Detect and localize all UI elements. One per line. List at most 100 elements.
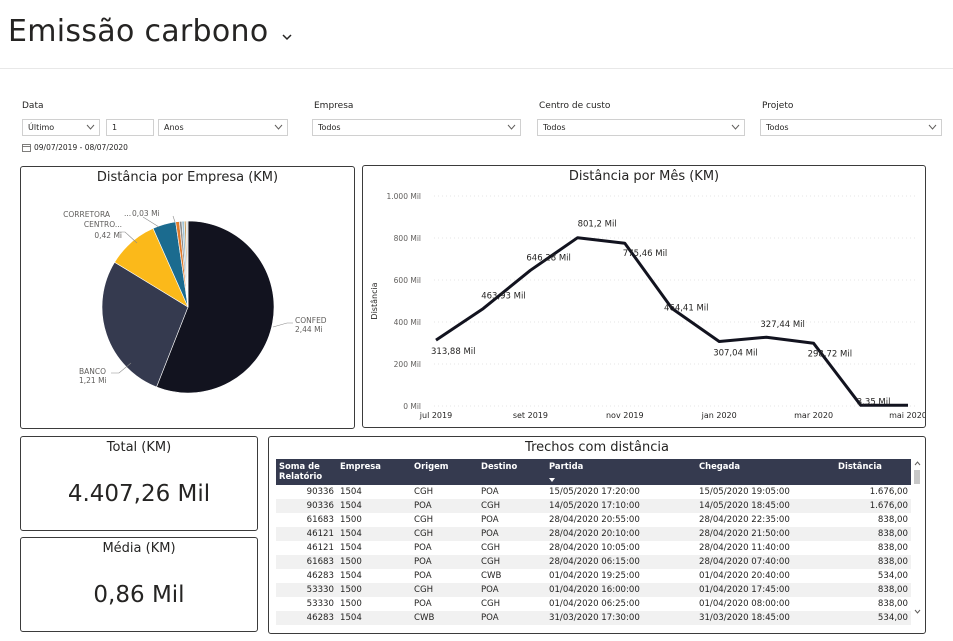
- table-cell: 838,00: [877, 543, 908, 553]
- title-chevron-down-icon[interactable]: [282, 33, 292, 41]
- filter-data-unit-value: Anos: [164, 123, 184, 132]
- table-cell: 01/04/2020 16:00:00: [546, 583, 696, 597]
- filter-projeto-select[interactable]: Todos: [760, 119, 942, 136]
- table-row[interactable]: 61683 1500 POA CGH 28/04/2020 06:15:00 28/04/…: [276, 555, 911, 569]
- table-row[interactable]: 46283 1504 CWB POA 31/03/2020 17:30:00 31/03/…: [276, 611, 911, 625]
- leader-line: [119, 231, 138, 244]
- pie-label-banco: BANCO: [79, 367, 106, 376]
- x-tick-label: jan 2020: [701, 411, 737, 420]
- pie-value-other: 0,03 Mi: [132, 209, 160, 218]
- table-cell: POA: [411, 555, 478, 569]
- table-cell: 90336: [276, 499, 337, 513]
- table-row[interactable]: 61683 1500 CGH POA 28/04/2020 20:55:00 28/04/…: [276, 513, 911, 527]
- column-header-chegada[interactable]: Chegada: [696, 459, 835, 485]
- table-cell: 1504: [340, 571, 362, 581]
- table-cell: POA: [414, 599, 432, 609]
- table-cell: 1504: [337, 499, 411, 513]
- table-cell: 28/04/2020 07:40:00: [696, 555, 835, 569]
- filter-data-unit-select[interactable]: Anos: [158, 119, 288, 136]
- table-cell: 14/05/2020 17:10:00: [546, 499, 696, 513]
- x-tick-label: set 2019: [513, 411, 548, 420]
- table-cell: POA: [411, 499, 478, 513]
- column-header-destino[interactable]: Destino: [478, 459, 546, 485]
- chevron-down-icon: [731, 124, 740, 130]
- filter-data-amount-input[interactable]: 1: [106, 119, 154, 136]
- data-label: 298,72 Mil: [808, 349, 853, 359]
- pie-value-banco: 1,21 Mi: [79, 376, 107, 385]
- chevron-down-icon: [928, 124, 937, 130]
- y-axis-title: Distância: [370, 282, 379, 319]
- pie-slice-other-8[interactable]: [185, 220, 189, 308]
- filter-empresa-label: Empresa: [314, 101, 354, 111]
- scroll-thumb[interactable]: [914, 470, 920, 484]
- calendar-icon[interactable]: [22, 143, 31, 152]
- table-cell: POA: [481, 487, 499, 497]
- table-cell: CGH: [478, 555, 546, 569]
- filter-centro-label: Centro de custo: [539, 101, 611, 111]
- table-wrapper: Soma de Relatório Empresa Origem Destino…: [276, 459, 911, 625]
- data-label: 307,04 Mil: [713, 349, 758, 359]
- x-tick-label: mar 2020: [794, 411, 833, 420]
- table-cell: POA: [478, 583, 546, 597]
- table-row[interactable]: 90336 1504 CGH POA 15/05/2020 17:20:00 15/05/…: [276, 485, 911, 499]
- table-cell: 1500: [337, 583, 411, 597]
- column-header-distancia[interactable]: Distância: [835, 459, 911, 485]
- y-tick-label: 800 Mil: [394, 234, 421, 243]
- table-cell: 1504: [337, 611, 411, 625]
- table-row[interactable]: 46121 1504 CGH POA 28/04/2020 20:10:00 28/04/…: [276, 527, 911, 541]
- scroll-up-icon[interactable]: [914, 461, 921, 466]
- table-row[interactable]: 46121 1504 POA CGH 28/04/2020 10:05:00 28/04/…: [276, 541, 911, 555]
- filter-data-mode-select[interactable]: Último: [22, 119, 100, 136]
- table-cell: 28/04/2020 20:55:00: [549, 515, 640, 525]
- table-cell: 28/04/2020 06:15:00: [546, 555, 696, 569]
- line-chart: 0 Mil 200 Mil 400 Mil 600 Mil 800 Mil 1.000 M…: [370, 192, 925, 420]
- filter-data-label: Data: [22, 101, 44, 111]
- table-cell: 01/04/2020 17:45:00: [696, 583, 835, 597]
- pie-slice-banco[interactable]: [101, 261, 189, 388]
- column-header-soma[interactable]: Soma de Relatório: [276, 459, 337, 485]
- filter-projeto-value: Todos: [766, 123, 789, 132]
- pie-label-centro: CENTRO...: [84, 220, 122, 229]
- scroll-down-icon[interactable]: [914, 609, 921, 614]
- pie-label-corretora: CORRETORA: [63, 210, 111, 219]
- table-cell: 90336: [306, 487, 334, 497]
- table-cell: 01/04/2020 08:00:00: [699, 599, 790, 609]
- table-scrollbar[interactable]: [913, 459, 922, 619]
- column-header-partida[interactable]: Partida: [546, 459, 696, 485]
- leader-line: [111, 362, 132, 374]
- filter-empresa-select[interactable]: Todos: [312, 119, 521, 136]
- table-row[interactable]: 46283 1504 POA CWB 01/04/2020 19:25:00 01/04/…: [276, 569, 911, 583]
- table-cell: 01/04/2020 19:25:00: [549, 571, 640, 581]
- chevron-down-icon: [274, 124, 283, 130]
- table-cell: CGH: [414, 487, 434, 497]
- column-header-origem[interactable]: Origem: [411, 459, 478, 485]
- pie-slice-confed[interactable]: [156, 220, 275, 394]
- table-cell: 46283: [276, 611, 337, 625]
- table-cell: 1.676,00: [869, 487, 908, 497]
- table-cell: CGH: [481, 543, 501, 553]
- chevron-down-icon: [507, 124, 516, 130]
- table-cell: 28/04/2020 20:10:00: [546, 527, 696, 541]
- data-label: 775,46 Mil: [623, 249, 668, 259]
- table-cell: 534,00: [835, 611, 911, 625]
- column-header-partida-label: Partida: [549, 461, 584, 471]
- column-header-empresa[interactable]: Empresa: [337, 459, 411, 485]
- pie-value-centro: 0,42 Mi: [94, 231, 122, 240]
- table-title: Trechos com distância: [525, 440, 669, 455]
- table-cell: POA: [478, 611, 546, 625]
- leader-line: [142, 216, 160, 228]
- pie-chart-card: Distância por Empresa (KM) CONFED 2,44 Mi…: [20, 166, 355, 429]
- table-row[interactable]: 53330 1500 CGH POA 01/04/2020 16:00:00 01/04/…: [276, 583, 911, 597]
- table-cell: CGH: [481, 599, 501, 609]
- table-cell: CGH: [414, 515, 434, 525]
- series-line[interactable]: [435, 236, 908, 407]
- trechos-table-card: Trechos com distância Soma de Relatório …: [268, 436, 926, 634]
- table-row[interactable]: 53330 1500 POA CGH 01/04/2020 06:25:00 01/04/…: [276, 597, 911, 611]
- table-cell: 1500: [340, 515, 362, 525]
- table-cell: 28/04/2020 11:40:00: [699, 543, 790, 553]
- filter-centro-select[interactable]: Todos: [537, 119, 745, 136]
- table-row[interactable]: 90336 1504 POA CGH 14/05/2020 17:10:00 14/05/…: [276, 499, 911, 513]
- table-cell: 28/04/2020 21:50:00: [696, 527, 835, 541]
- table-cell: CGH: [411, 527, 478, 541]
